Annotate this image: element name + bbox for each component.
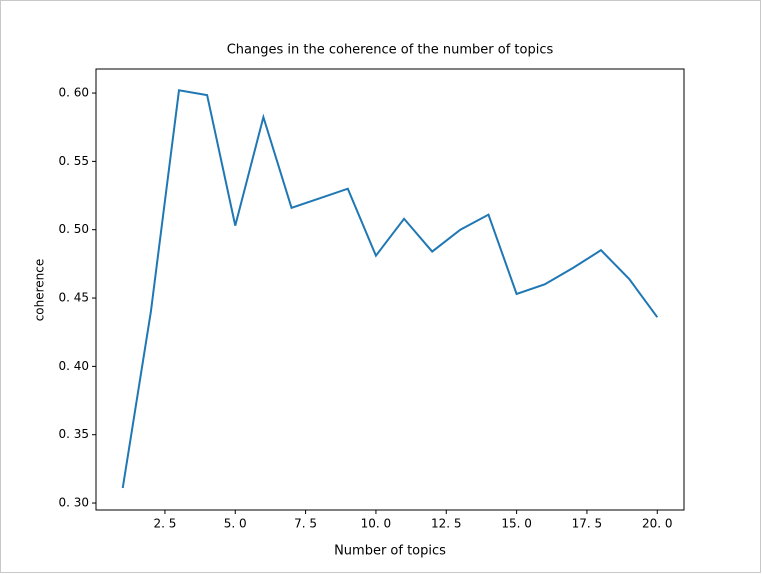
x-tick-label: 5. 0 bbox=[224, 517, 247, 531]
x-tick-label: 10. 0 bbox=[361, 517, 392, 531]
y-tick-label: 0. 60 bbox=[58, 86, 89, 100]
x-tick-label: 7. 5 bbox=[294, 517, 317, 531]
x-axis-label: Number of topics bbox=[334, 544, 446, 559]
x-tick-label: 2. 5 bbox=[153, 517, 176, 531]
x-tick-label: 17. 5 bbox=[572, 517, 603, 531]
y-tick-label: 0. 40 bbox=[58, 359, 89, 373]
y-tick-label: 0. 45 bbox=[58, 291, 89, 305]
y-tick-label: 0. 55 bbox=[58, 154, 89, 168]
chart-title: Changes in the coherence of the number o… bbox=[227, 43, 554, 58]
y-tick-label: 0. 30 bbox=[58, 496, 89, 510]
y-tick-label: 0. 50 bbox=[58, 222, 89, 236]
plot-frame bbox=[95, 68, 685, 511]
y-axis-label: coherence bbox=[33, 259, 47, 322]
x-tick-label: 20. 0 bbox=[642, 517, 673, 531]
x-tick-label: 15. 0 bbox=[501, 517, 532, 531]
data-line bbox=[121, 89, 659, 489]
y-tick-label: 0. 35 bbox=[58, 427, 89, 441]
x-tick-label: 12. 5 bbox=[431, 517, 462, 531]
